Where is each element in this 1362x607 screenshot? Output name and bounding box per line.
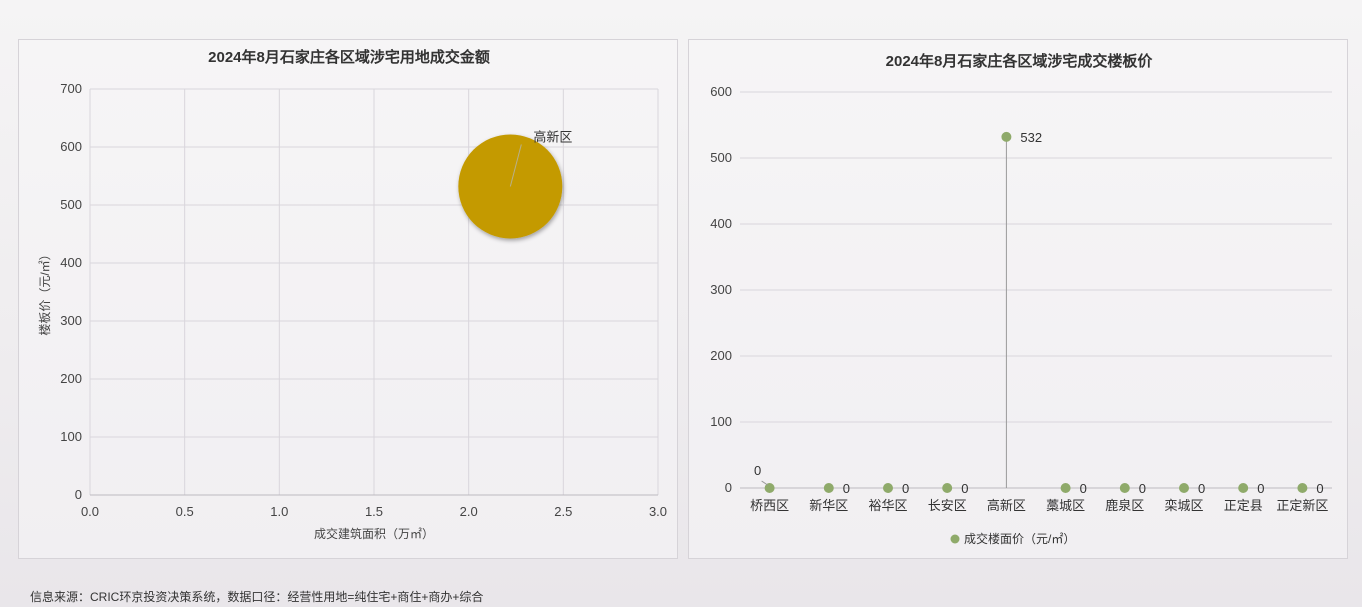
x-tick-label: 栾城区 — [1164, 498, 1203, 513]
data-label: 0 — [1139, 481, 1146, 496]
y-tick-label: 100 — [60, 429, 82, 444]
y-axis-label: 楼板价（元/㎡） — [37, 248, 52, 335]
x-tick-label: 桥西区 — [750, 498, 789, 513]
data-label: 0 — [902, 481, 909, 496]
data-label: 532 — [1020, 130, 1042, 145]
x-tick-label: 0.5 — [176, 504, 194, 519]
data-point — [1060, 483, 1071, 493]
bubble-chart-panel: 2024年8月石家庄各区域涉宅用地成交金额 0.0 0.5 1.0 1.5 2.0 2.5 3… — [18, 39, 678, 559]
data-label: 0 — [1257, 481, 1264, 496]
y-tick-label: 300 — [710, 282, 732, 297]
data-point — [1001, 131, 1012, 142]
legend-marker — [950, 534, 960, 544]
x-tick-label: 1.0 — [270, 504, 288, 519]
price-chart: 2024年8月石家庄各区域涉宅成交楼板价 0 100 200 300 400 500 600 桥… — [710, 52, 1332, 546]
x-tick-label: 裕华区 — [868, 498, 907, 513]
y-tick-label: 500 — [60, 197, 82, 212]
x-tick-label: 2.5 — [554, 504, 572, 519]
data-label: 0 — [1316, 481, 1323, 496]
y-tick-label: 0 — [725, 480, 732, 495]
x-axis-label: 成交建筑面积（万㎡） — [314, 526, 434, 541]
data-label: 0 — [754, 463, 761, 478]
y-tick-label: 500 — [710, 150, 732, 165]
data-label: 0 — [843, 481, 850, 496]
data-point — [823, 483, 834, 493]
bubble-label: 高新区 — [533, 129, 572, 144]
x-tick-label: 0.0 — [81, 504, 99, 519]
data-point — [1238, 483, 1249, 493]
y-tick-label: 200 — [710, 348, 732, 363]
x-tick-label: 3.0 — [649, 504, 667, 519]
x-tick-label: 长安区 — [928, 498, 967, 513]
data-point — [1179, 483, 1189, 493]
x-tick-label: 2.0 — [460, 504, 478, 519]
data-point — [764, 483, 775, 493]
x-tick-label: 藁城区 — [1046, 498, 1085, 513]
y-tick-label: 400 — [710, 216, 732, 231]
x-tick-label: 高新区 — [987, 498, 1026, 513]
y-tick-label: 200 — [60, 371, 82, 386]
data-point — [1119, 483, 1130, 493]
data-point — [883, 483, 893, 493]
y-tick-label: 0 — [75, 487, 82, 502]
y-tick-label: 100 — [710, 414, 732, 429]
data-label: 0 — [1080, 481, 1087, 496]
data-label: 0 — [961, 481, 968, 496]
data-point — [1297, 483, 1308, 493]
x-tick-label: 新华区 — [809, 498, 848, 513]
x-tick-label: 鹿泉区 — [1105, 498, 1144, 513]
y-tick-label: 400 — [60, 255, 82, 270]
data-label-leader — [761, 480, 768, 486]
x-tick-label: 正定新区 — [1276, 498, 1328, 513]
y-tick-label: 700 — [60, 81, 82, 96]
legend-label: 成交楼面价（元/㎡） — [964, 531, 1075, 546]
x-tick-label: 1.5 — [365, 504, 383, 519]
source-footnote: 信息来源：CRIC环京投资决策系统，数据口径：经营性用地=纯住宅+商住+商办+综… — [30, 590, 484, 604]
y-tick-label: 300 — [60, 313, 82, 328]
data-label: 0 — [1198, 481, 1205, 496]
chart-title: 2024年8月石家庄各区域涉宅用地成交金额 — [208, 48, 490, 66]
x-tick-label: 正定县 — [1224, 498, 1263, 513]
price-chart-panel: 2024年8月石家庄各区域涉宅成交楼板价 0 100 200 300 400 500 600 桥… — [688, 39, 1348, 559]
data-point — [942, 483, 953, 493]
bubble-chart: 2024年8月石家庄各区域涉宅用地成交金额 0.0 0.5 1.0 1.5 2.0 2.5 3… — [37, 48, 667, 541]
chart-title: 2024年8月石家庄各区域涉宅成交楼板价 — [886, 52, 1154, 70]
y-tick-label: 600 — [60, 139, 82, 154]
y-tick-label: 600 — [710, 84, 732, 99]
bubble-leader-line — [509, 144, 522, 187]
